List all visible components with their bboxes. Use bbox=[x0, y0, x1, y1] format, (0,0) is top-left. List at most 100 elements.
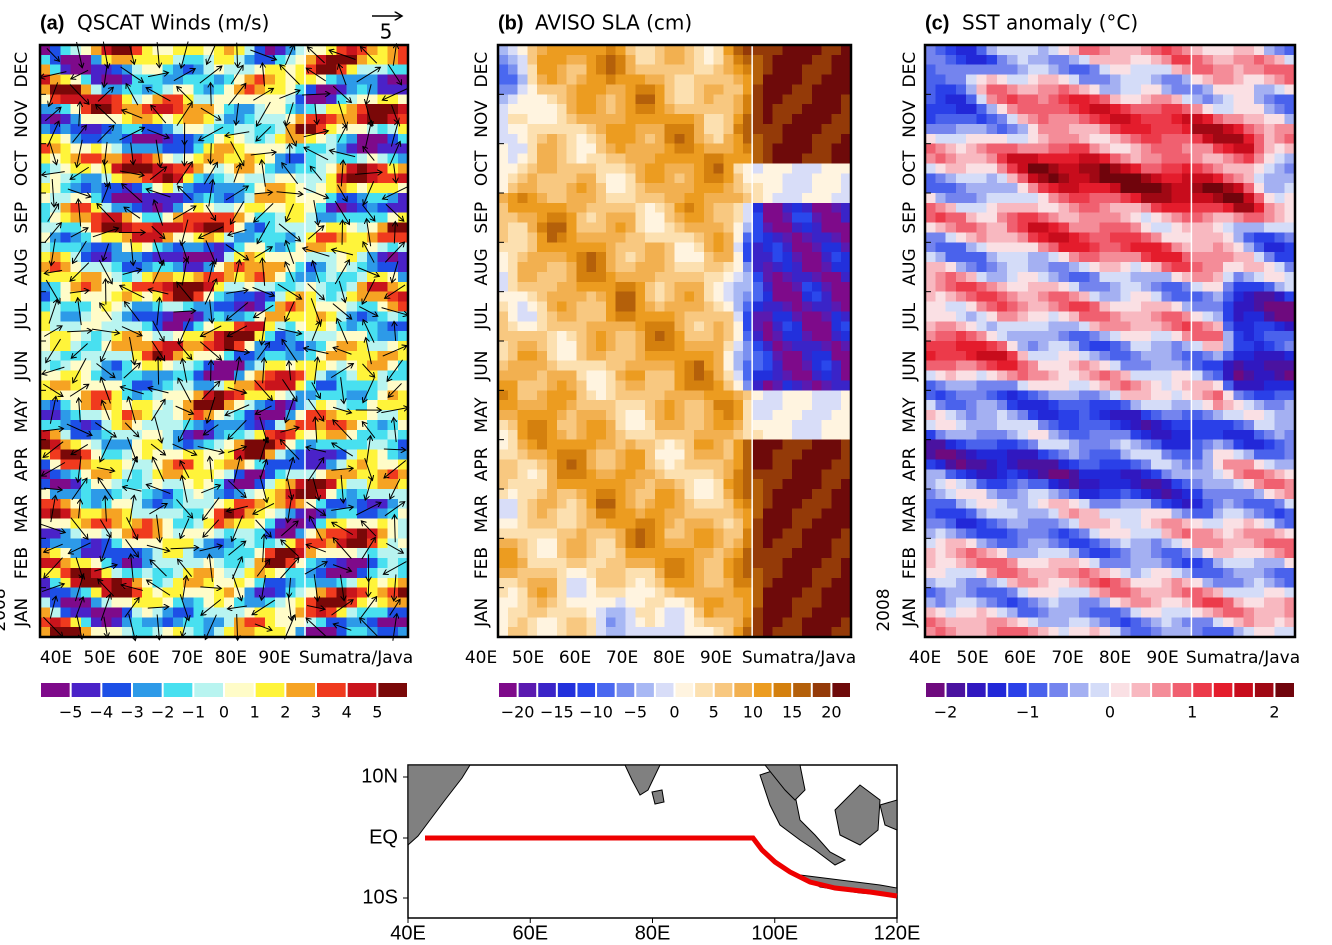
field-cell bbox=[377, 114, 388, 124]
field-cell bbox=[60, 45, 71, 55]
field-cell bbox=[773, 94, 783, 104]
field-cell bbox=[616, 617, 626, 627]
field-cell bbox=[193, 440, 204, 450]
field-cell bbox=[71, 321, 82, 331]
field-cell bbox=[606, 568, 616, 578]
field-cell bbox=[822, 479, 832, 489]
field-cell bbox=[822, 75, 832, 85]
field-cell bbox=[625, 292, 635, 302]
field-cell bbox=[183, 193, 194, 203]
field-cell bbox=[193, 203, 204, 213]
field-cell bbox=[704, 558, 714, 568]
field-cell bbox=[576, 252, 586, 262]
field-cell bbox=[753, 371, 763, 381]
field-cell bbox=[316, 203, 327, 213]
field-cell bbox=[724, 124, 734, 134]
field-cell bbox=[234, 617, 245, 627]
field-cell bbox=[616, 242, 626, 252]
field-cell bbox=[596, 410, 606, 420]
field-cell bbox=[792, 410, 802, 420]
field-cell bbox=[498, 104, 508, 114]
field-cell bbox=[367, 607, 378, 617]
field-cell bbox=[142, 311, 153, 321]
field-cell bbox=[275, 568, 286, 578]
field-cell bbox=[616, 223, 626, 233]
field-cell bbox=[71, 84, 82, 94]
field-cell bbox=[498, 321, 508, 331]
field-cell bbox=[163, 282, 174, 292]
field-cell bbox=[50, 548, 61, 558]
field-cell bbox=[831, 252, 841, 262]
field-cell bbox=[684, 361, 694, 371]
field-cell bbox=[925, 390, 936, 400]
field-cell bbox=[802, 55, 812, 65]
field-cell bbox=[537, 351, 547, 361]
field-cell bbox=[152, 390, 163, 400]
field-cell bbox=[655, 232, 665, 242]
field-cell bbox=[306, 124, 317, 134]
field-cell bbox=[244, 538, 255, 548]
field-cell bbox=[377, 311, 388, 321]
field-cell bbox=[625, 588, 635, 598]
field-cell bbox=[802, 94, 812, 104]
field-cell bbox=[163, 173, 174, 183]
field-cell bbox=[792, 232, 802, 242]
field-cell bbox=[782, 272, 792, 282]
field-cell bbox=[616, 232, 626, 242]
field-cell bbox=[204, 568, 215, 578]
field-cell bbox=[616, 163, 626, 173]
field-cell bbox=[586, 173, 596, 183]
field-cell bbox=[122, 75, 133, 85]
colorbar-swatch bbox=[558, 683, 576, 697]
field-cell bbox=[733, 509, 743, 519]
month-label: JAN bbox=[12, 598, 32, 628]
field-cell bbox=[694, 341, 704, 351]
field-cell bbox=[142, 479, 153, 489]
field-cell bbox=[173, 617, 184, 627]
field-cell bbox=[142, 538, 153, 548]
field-cell bbox=[357, 361, 368, 371]
field-cell bbox=[142, 351, 153, 361]
field-cell bbox=[81, 499, 92, 509]
field-cell bbox=[527, 163, 537, 173]
field-cell bbox=[81, 578, 92, 588]
field-cell bbox=[831, 223, 841, 233]
field-cell bbox=[753, 400, 763, 410]
field-cell bbox=[163, 371, 174, 381]
field-cell bbox=[518, 558, 528, 568]
field-cell bbox=[596, 272, 606, 282]
field-cell bbox=[173, 252, 184, 262]
field-cell bbox=[694, 203, 704, 213]
field-cell bbox=[265, 272, 276, 282]
field-cell bbox=[498, 223, 508, 233]
field-cell bbox=[665, 321, 675, 331]
field-cell bbox=[635, 479, 645, 489]
field-cell bbox=[675, 450, 685, 460]
field-cell bbox=[112, 420, 123, 430]
field-cell bbox=[91, 144, 102, 154]
field-cell bbox=[122, 124, 133, 134]
field-cell bbox=[576, 400, 586, 410]
field-cell bbox=[802, 193, 812, 203]
field-cell bbox=[204, 578, 215, 588]
field-cell bbox=[388, 528, 399, 538]
field-cell bbox=[635, 84, 645, 94]
field-cell bbox=[586, 499, 596, 509]
field-cell bbox=[665, 292, 675, 302]
field-cell bbox=[665, 104, 675, 114]
field-cell bbox=[132, 114, 143, 124]
field-cell bbox=[547, 321, 557, 331]
field-cell bbox=[357, 528, 368, 538]
field-cell bbox=[347, 292, 358, 302]
field-cell bbox=[91, 420, 102, 430]
field-cell bbox=[635, 548, 645, 558]
field-cell bbox=[112, 598, 123, 608]
field-cell bbox=[635, 519, 645, 529]
field-cell bbox=[753, 232, 763, 242]
field-cell bbox=[596, 311, 606, 321]
field-cell bbox=[567, 538, 577, 548]
field-cell bbox=[255, 479, 266, 489]
field-cell bbox=[822, 163, 832, 173]
field-cell bbox=[508, 311, 518, 321]
field-cell bbox=[782, 479, 792, 489]
